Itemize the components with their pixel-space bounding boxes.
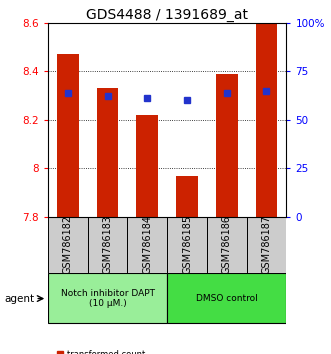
Text: GSM786185: GSM786185 [182, 215, 192, 274]
Text: GSM786186: GSM786186 [222, 215, 232, 274]
Bar [57, 55, 79, 217]
Bar [127, 217, 167, 273]
Text: agent: agent [4, 293, 34, 304]
Bar [48, 217, 88, 273]
Bar [88, 217, 127, 273]
Bar [97, 88, 118, 217]
Bar [247, 217, 286, 273]
Bar [207, 217, 247, 273]
Bar [216, 74, 238, 217]
Bar [167, 217, 207, 273]
Text: GSM786184: GSM786184 [142, 215, 152, 274]
Title: GDS4488 / 1391689_at: GDS4488 / 1391689_at [86, 8, 248, 22]
Text: transformed count: transformed count [67, 350, 145, 354]
Bar [167, 273, 286, 323]
Bar [256, 23, 277, 217]
Text: GSM786187: GSM786187 [261, 215, 271, 274]
Text: Notch inhibitor DAPT
(10 μM.): Notch inhibitor DAPT (10 μM.) [61, 289, 155, 308]
Text: GSM786183: GSM786183 [103, 215, 113, 274]
Bar [136, 115, 158, 217]
Text: GSM786182: GSM786182 [63, 215, 73, 274]
Text: DMSO control: DMSO control [196, 294, 258, 303]
Bar [48, 273, 167, 323]
Bar [176, 176, 198, 217]
